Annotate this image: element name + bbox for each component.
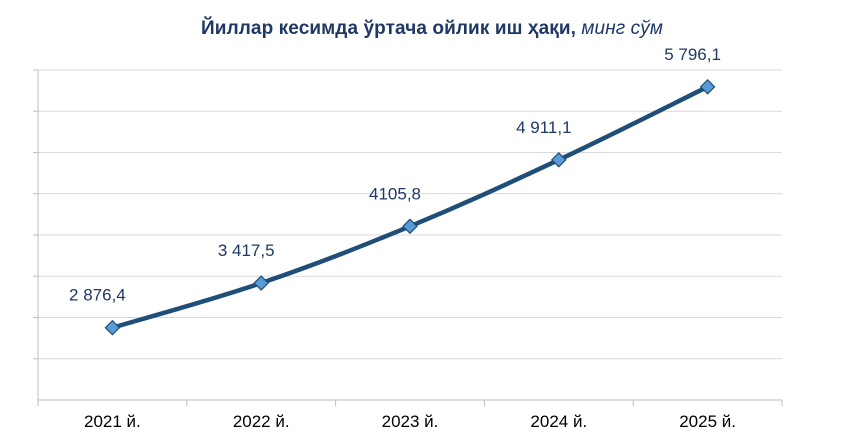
data-point-marker	[402, 218, 418, 235]
data-point-marker	[104, 319, 121, 336]
data-label: 4 911,1	[516, 118, 571, 137]
data-label: 3 417,5	[218, 241, 275, 260]
x-tick-label: 2022 й.	[233, 412, 290, 431]
markers	[104, 78, 716, 336]
chart-title-unit: минг сўм	[581, 18, 663, 39]
x-tick-label: 2025 й.	[679, 412, 736, 431]
x-tick-label: 2023 й.	[382, 412, 439, 431]
chart-title-main: Йиллар кесимда ўртача ойлик иш ҳақи,	[201, 18, 577, 39]
data-point-marker	[699, 78, 716, 95]
chart-title: Йиллар кесимда ўртача ойлик иш ҳақи, мин…	[0, 18, 844, 40]
x-tick-labels: 2021 й. 2022 й. 2023 й. 2024 й. 2025 й.	[84, 412, 736, 431]
data-point-marker	[550, 151, 567, 168]
data-label: 4105,8	[369, 184, 421, 203]
series	[110, 84, 710, 330]
data-label: 2 876,4	[69, 286, 126, 305]
data-labels: 2 876,4 3 417,5 4105,8 4 911,1 5 796,1	[69, 45, 721, 305]
series-line	[110, 84, 710, 330]
data-point-marker	[253, 275, 270, 291]
data-label: 5 796,1	[664, 45, 721, 64]
axes	[33, 69, 783, 406]
x-tick-label: 2021 й.	[84, 412, 141, 431]
x-tick-label: 2024 й.	[530, 412, 587, 431]
